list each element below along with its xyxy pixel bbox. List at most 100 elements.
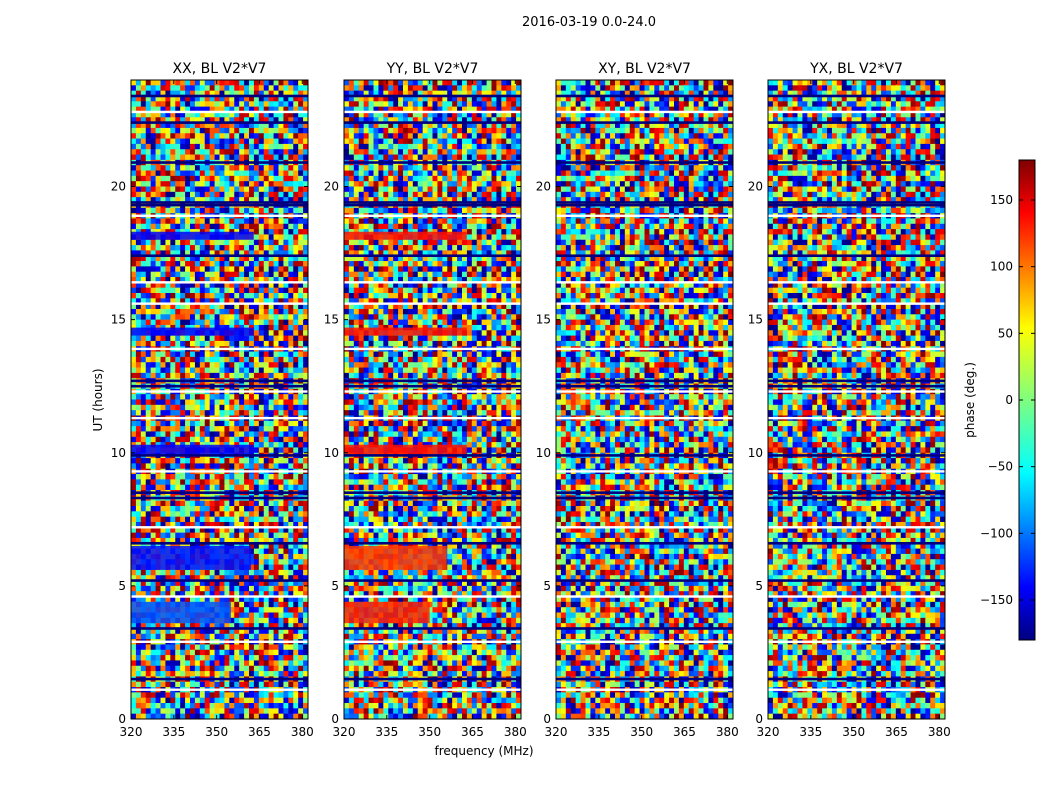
data-gap	[556, 579, 733, 582]
x-tick-label: 365	[461, 725, 484, 739]
phase-band	[344, 445, 467, 456]
data-gap	[556, 595, 733, 597]
data-gap	[131, 161, 308, 164]
phase-band	[131, 602, 231, 623]
data-gap	[768, 348, 945, 350]
data-gap	[556, 348, 733, 350]
x-tick-label: 365	[673, 725, 696, 739]
y-tick-label: 10	[324, 446, 339, 460]
data-gap	[768, 470, 945, 472]
x-tick-label: 320	[757, 725, 780, 739]
data-gap	[344, 385, 521, 388]
data-gap	[131, 627, 308, 630]
y-tick-label: 15	[324, 313, 339, 327]
data-gap	[344, 526, 521, 528]
data-gap	[344, 121, 521, 124]
data-gap	[556, 380, 733, 383]
y-tick-label: 5	[118, 579, 126, 593]
x-tick-label: 350	[205, 725, 228, 739]
data-gap	[131, 95, 308, 98]
data-gap	[344, 542, 521, 545]
phase-band	[131, 445, 254, 456]
data-gap	[556, 302, 733, 304]
y-tick-label: 15	[748, 313, 763, 327]
data-gap	[768, 281, 945, 283]
data-gap	[344, 470, 521, 472]
data-gap	[344, 302, 521, 304]
x-tick-label: 335	[162, 725, 185, 739]
data-gap	[768, 111, 945, 113]
data-gap	[556, 641, 733, 643]
data-gap	[768, 390, 945, 392]
data-gap	[344, 678, 521, 681]
data-gap	[556, 95, 733, 98]
y-tick-label: 15	[111, 313, 126, 327]
data-gap	[768, 641, 945, 643]
data-gap	[556, 385, 733, 388]
data-gap	[556, 627, 733, 630]
data-gap	[344, 201, 521, 204]
data-gap	[131, 380, 308, 383]
data-gap	[344, 579, 521, 582]
y-tick-label: 10	[536, 446, 551, 460]
y-tick-label: 10	[111, 446, 126, 460]
y-tick-label: 20	[748, 180, 763, 194]
y-tick-label: 20	[111, 180, 126, 194]
data-gap	[344, 204, 521, 207]
data-gap	[768, 526, 945, 528]
data-gap	[131, 491, 308, 494]
data-gap	[556, 491, 733, 494]
y-axis-label: UT (hours)	[91, 368, 105, 431]
x-tick-label: 365	[248, 725, 271, 739]
x-tick-label: 380	[291, 725, 314, 739]
y-tick-label: 0	[331, 712, 339, 726]
y-tick-label: 5	[543, 579, 551, 593]
data-gap	[768, 689, 945, 691]
phase-band	[344, 602, 430, 623]
data-gap	[131, 641, 308, 643]
data-gap	[131, 595, 308, 597]
data-gap	[344, 491, 521, 494]
data-gap	[768, 454, 945, 457]
data-gap	[768, 161, 945, 164]
data-gap	[131, 215, 308, 217]
data-gap	[131, 204, 308, 207]
data-gap	[344, 627, 521, 630]
y-tick-label: 10	[748, 446, 763, 460]
data-gap	[556, 454, 733, 457]
x-tick-label: 365	[885, 725, 908, 739]
y-tick-label: 5	[755, 579, 763, 593]
data-gap	[768, 201, 945, 204]
phase-band	[131, 328, 254, 336]
data-gap	[556, 678, 733, 681]
data-gap	[131, 417, 308, 419]
data-gap	[556, 281, 733, 283]
x-tick-label: 335	[799, 725, 822, 739]
data-gap	[556, 390, 733, 392]
x-tick-label: 380	[928, 725, 951, 739]
y-tick-label: 5	[331, 579, 339, 593]
x-tick-label: 380	[716, 725, 739, 739]
x-tick-label: 320	[545, 725, 568, 739]
y-tick-label: 0	[118, 712, 126, 726]
data-gap	[131, 111, 308, 113]
data-gap	[768, 579, 945, 582]
data-gap	[131, 689, 308, 691]
data-gap	[556, 215, 733, 217]
data-gap	[768, 542, 945, 545]
data-gap	[768, 627, 945, 630]
colorbar-tick-label: 50	[998, 326, 1013, 340]
data-gap	[344, 689, 521, 691]
x-tick-label: 335	[375, 725, 398, 739]
data-gap	[556, 111, 733, 113]
panel-title: XY, BL V2*V7	[598, 61, 691, 77]
data-gap	[556, 254, 733, 257]
data-gap	[768, 254, 945, 257]
data-gap	[131, 390, 308, 392]
data-gap	[344, 111, 521, 113]
data-gap	[344, 641, 521, 643]
